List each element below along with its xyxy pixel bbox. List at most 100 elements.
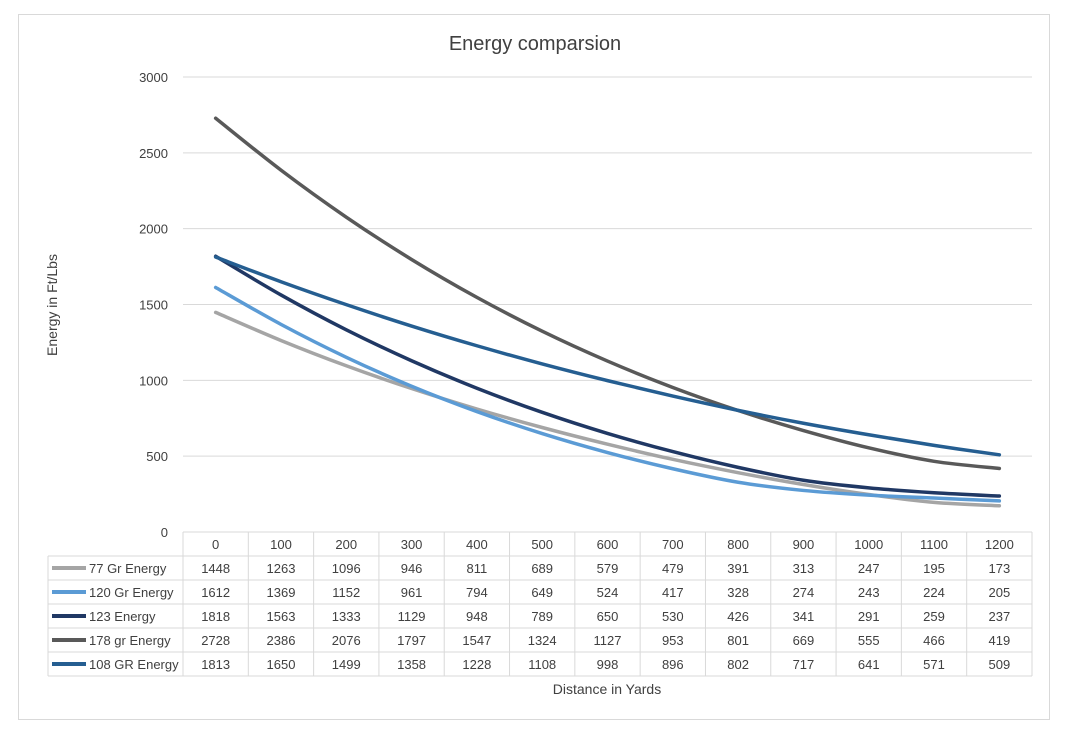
table-cell-value: 237 bbox=[988, 609, 1010, 624]
table-cell-value: 173 bbox=[988, 561, 1010, 576]
series-line-108-gr-energy bbox=[213, 255, 1002, 457]
table-cell-value: 579 bbox=[597, 561, 619, 576]
x-tick-label: 1200 bbox=[985, 537, 1014, 552]
chart-title: Energy comparsion bbox=[449, 33, 621, 55]
table-cell-value: 1369 bbox=[267, 585, 296, 600]
table-cell-value: 509 bbox=[988, 657, 1010, 672]
chart-frame bbox=[18, 14, 1050, 720]
table-cell-value: 205 bbox=[988, 585, 1010, 600]
table-cell-value: 328 bbox=[727, 585, 749, 600]
table-cell-value: 1228 bbox=[462, 657, 491, 672]
series-line-120-gr-energy bbox=[213, 285, 1002, 503]
table-cell-value: 1563 bbox=[267, 609, 296, 624]
table-cell-value: 1108 bbox=[528, 657, 556, 672]
legend-label: 108 GR Energy bbox=[89, 657, 179, 672]
legend-label: 123 Energy bbox=[89, 609, 156, 624]
table-cell-value: 961 bbox=[401, 585, 423, 600]
table-cell-value: 1448 bbox=[201, 561, 230, 576]
table-cell-value: 2728 bbox=[201, 633, 230, 648]
y-axis-ticks: 0 500 1000 1500 2000 2500 3000 bbox=[139, 70, 168, 540]
series-line-123-energy bbox=[213, 254, 1002, 498]
table-cell-value: 1612 bbox=[201, 585, 230, 600]
y-tick-label: 1000 bbox=[139, 373, 168, 388]
table-cell-value: 1547 bbox=[462, 633, 491, 648]
x-tick-label: 1100 bbox=[920, 537, 948, 552]
table-cell-value: 1333 bbox=[332, 609, 361, 624]
y-axis-label: Energy in Ft/Lbs bbox=[44, 254, 60, 356]
x-tick-label: 800 bbox=[727, 537, 749, 552]
table-cell-value: 2076 bbox=[332, 633, 361, 648]
x-tick-label: 700 bbox=[662, 537, 684, 552]
table-cell-value: 669 bbox=[793, 633, 815, 648]
table-cell-value: 426 bbox=[727, 609, 749, 624]
table-cell-value: 313 bbox=[793, 561, 815, 576]
table-cell-value: 649 bbox=[531, 585, 553, 600]
x-axis-label: Distance in Yards bbox=[553, 681, 661, 697]
table-cell-value: 1650 bbox=[267, 657, 296, 672]
table-cell-value: 291 bbox=[858, 609, 880, 624]
table-cell-value: 417 bbox=[662, 585, 684, 600]
gridlines bbox=[183, 76, 1032, 457]
x-tick-label: 500 bbox=[531, 537, 553, 552]
table-cell-value: 530 bbox=[662, 609, 684, 624]
table-cell-value: 224 bbox=[923, 585, 945, 600]
y-tick-label: 2500 bbox=[139, 146, 168, 161]
table-cell-value: 2386 bbox=[267, 633, 296, 648]
table-cell-value: 466 bbox=[923, 633, 945, 648]
table-cell-value: 419 bbox=[988, 633, 1010, 648]
table-cell-value: 794 bbox=[466, 585, 488, 600]
table-cell-value: 479 bbox=[662, 561, 684, 576]
x-tick-label: 600 bbox=[597, 537, 619, 552]
series-lines bbox=[213, 116, 1002, 508]
table-cell-value: 341 bbox=[793, 609, 815, 624]
table-cell-value: 1129 bbox=[398, 609, 426, 624]
table-cell-value: 946 bbox=[401, 561, 423, 576]
x-tick-label: 300 bbox=[401, 537, 423, 552]
x-tick-label: 400 bbox=[466, 537, 488, 552]
table-cell-value: 650 bbox=[597, 609, 619, 624]
table-cell-value: 789 bbox=[531, 609, 553, 624]
table-cell-value: 1499 bbox=[332, 657, 361, 672]
table-cell-value: 953 bbox=[662, 633, 684, 648]
table-cell-value: 1358 bbox=[397, 657, 426, 672]
table-cell-value: 998 bbox=[597, 657, 619, 672]
table-cell-value: 811 bbox=[467, 561, 488, 576]
table-cell-value: 195 bbox=[923, 561, 945, 576]
table-cell-value: 1152 bbox=[332, 585, 360, 600]
table-cell-value: 571 bbox=[923, 657, 945, 672]
table-cell-value: 1096 bbox=[332, 561, 361, 576]
table-cell-value: 689 bbox=[531, 561, 553, 576]
legend-label: 178 gr Energy bbox=[89, 633, 171, 648]
table-cell-value: 555 bbox=[858, 633, 880, 648]
y-tick-label: 1500 bbox=[139, 298, 168, 313]
y-tick-label: 2000 bbox=[139, 222, 168, 237]
series-line-77-gr-energy bbox=[213, 310, 1002, 508]
x-tick-label: 0 bbox=[212, 537, 219, 552]
x-tick-label: 1000 bbox=[854, 537, 883, 552]
table-cell-value: 641 bbox=[858, 657, 880, 672]
y-tick-label: 3000 bbox=[139, 70, 168, 85]
table-cell-value: 802 bbox=[727, 657, 749, 672]
table-cell-value: 1818 bbox=[201, 609, 230, 624]
table-cell-value: 1324 bbox=[528, 633, 557, 648]
table-cell-value: 274 bbox=[793, 585, 815, 600]
table-cell-value: 1127 bbox=[594, 633, 622, 648]
table-cell-value: 1813 bbox=[201, 657, 230, 672]
table-cell-value: 259 bbox=[923, 609, 945, 624]
table-cell-value: 1797 bbox=[397, 633, 426, 648]
y-tick-label: 500 bbox=[146, 449, 168, 464]
table-cell-value: 896 bbox=[662, 657, 684, 672]
y-tick-label: 0 bbox=[161, 525, 168, 540]
data-table: 0 100 200 300 400 500 600 700 800 900 1000 1100 1200… bbox=[47, 531, 1033, 677]
legend-label: 120 Gr Energy bbox=[89, 585, 174, 600]
x-tick-label: 200 bbox=[335, 537, 357, 552]
legend-label: 77 Gr Energy bbox=[89, 561, 167, 576]
table-cell-value: 1263 bbox=[267, 561, 296, 576]
table-cell-value: 247 bbox=[858, 561, 880, 576]
table-cell-value: 801 bbox=[727, 633, 749, 648]
table-cell-value: 717 bbox=[793, 657, 815, 672]
table-cell-value: 524 bbox=[597, 585, 619, 600]
series-line-178-gr-energy bbox=[213, 116, 1002, 471]
table-cell-value: 948 bbox=[466, 609, 488, 624]
